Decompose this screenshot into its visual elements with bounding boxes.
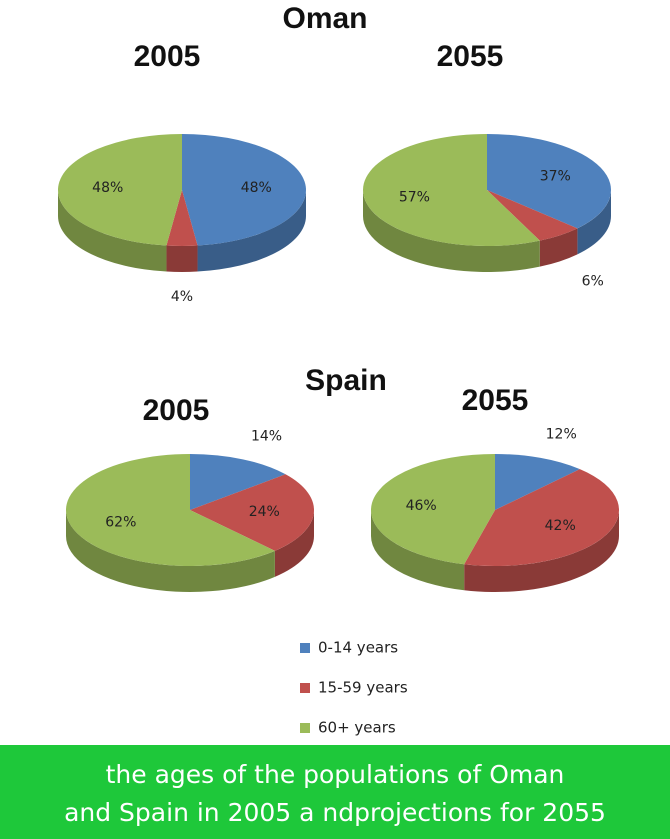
pie-side — [58, 190, 167, 272]
data-label: 6% — [582, 274, 604, 290]
data-label: 57% — [399, 189, 430, 205]
pie-slice — [495, 454, 580, 510]
pie-slice — [166, 190, 198, 247]
pie-side — [371, 510, 465, 591]
pie-side — [577, 190, 611, 255]
legend-label: 0-14 years — [318, 639, 398, 657]
legend-swatch — [300, 683, 310, 693]
legend-swatch — [300, 723, 310, 733]
caption-line: and Spain in 2005 a ndprojections for 20… — [64, 798, 606, 827]
data-label: 46% — [406, 498, 437, 514]
data-label: 37% — [540, 169, 571, 185]
data-label: 24% — [249, 504, 280, 520]
pie-slice — [190, 474, 315, 551]
pie-slice — [363, 134, 540, 246]
pie-side — [197, 190, 306, 272]
pie-slice — [487, 134, 611, 229]
legend-label: 60+ years — [318, 719, 396, 737]
pie-slice — [464, 469, 619, 567]
chart-title: 2005 — [134, 40, 201, 73]
chart-title: 2005 — [143, 394, 210, 427]
data-label: 48% — [241, 180, 272, 196]
data-label: 14% — [251, 429, 282, 445]
pie-side — [66, 510, 275, 593]
legend-swatch — [300, 643, 310, 653]
pie-slice — [190, 454, 286, 510]
pie-slice — [182, 134, 307, 246]
caption-line: the ages of the populations of Oman — [106, 760, 565, 789]
data-label: 4% — [171, 289, 193, 305]
section-title: Spain — [305, 364, 387, 397]
chart-title: 2055 — [437, 40, 504, 73]
pie-side — [539, 228, 578, 267]
legend-label: 15-59 years — [318, 679, 408, 697]
pie-slice — [371, 454, 495, 565]
section-title: Oman — [282, 2, 367, 35]
pie-side — [274, 510, 314, 577]
pie-side — [166, 245, 198, 273]
caption-band — [0, 745, 670, 839]
pie-side — [362, 190, 540, 272]
pie-slice — [65, 454, 275, 567]
pie-slice — [487, 190, 578, 241]
chart-title: 2055 — [462, 384, 529, 417]
data-label: 12% — [546, 427, 577, 443]
data-label: 42% — [545, 518, 576, 534]
pie-side — [464, 510, 619, 593]
data-label: 48% — [92, 180, 123, 196]
pie-slice — [57, 134, 183, 246]
data-label: 62% — [105, 514, 136, 530]
